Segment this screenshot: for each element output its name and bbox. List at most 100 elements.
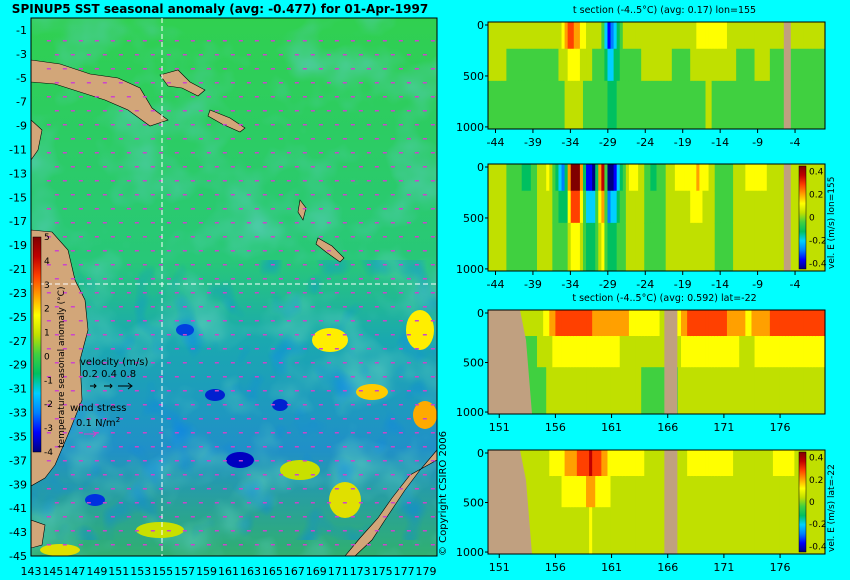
- x-tick-label: 176: [770, 561, 791, 574]
- section-cell: [815, 190, 820, 224]
- wind-arrow: [414, 180, 419, 182]
- section-cell: [714, 367, 719, 415]
- section-cell: [521, 450, 526, 477]
- wind-arrow: [150, 390, 155, 392]
- section-cell: [754, 336, 758, 368]
- wind-arrow: [422, 446, 427, 448]
- lon-tick-label: 147: [64, 565, 85, 578]
- section-cell: [693, 22, 697, 50]
- section-cell: [619, 48, 624, 82]
- wind-arrow: [134, 194, 139, 196]
- wind-arrow: [166, 530, 171, 532]
- wind-arrow: [86, 306, 91, 308]
- wind-arrow: [94, 376, 99, 378]
- land-mask: [783, 22, 791, 129]
- section-cell: [631, 450, 636, 477]
- section-cell: [745, 507, 749, 555]
- lat-tick-label: -1: [16, 24, 27, 37]
- wind-arrow: [142, 544, 147, 546]
- section-cell: [604, 507, 608, 555]
- section-cell: [555, 48, 559, 82]
- wind-arrow: [174, 404, 179, 406]
- section-cell: [769, 336, 774, 368]
- wind-arrow: [214, 222, 219, 224]
- section-cell: [760, 310, 765, 337]
- section-cell: [509, 190, 513, 224]
- section-cell: [754, 80, 758, 130]
- wind-arrow: [366, 264, 371, 266]
- wind-arrow: [62, 208, 67, 210]
- section-cell: [684, 22, 688, 50]
- section-cell: [699, 222, 703, 272]
- wind-arrow: [166, 110, 171, 112]
- section-cell: [668, 48, 673, 82]
- wind-arrow: [406, 446, 411, 448]
- wind-arrow: [326, 82, 331, 84]
- section-cell: [573, 80, 578, 130]
- wind-arrow: [374, 110, 379, 112]
- section-cell: [533, 22, 538, 50]
- colorbar-tick-label: 1: [44, 329, 50, 339]
- wind-arrow: [230, 502, 235, 504]
- wind-arrow: [118, 390, 123, 392]
- section-cell: [708, 450, 713, 477]
- wind-arrow: [54, 418, 59, 420]
- section-cell: [576, 22, 581, 50]
- wind-arrow: [70, 390, 75, 392]
- section-cell: [549, 222, 553, 272]
- section-cell: [638, 164, 642, 192]
- wind-arrow: [230, 474, 235, 476]
- wind-arrow: [86, 138, 91, 140]
- section-cell: [760, 222, 765, 272]
- section-cell: [552, 48, 556, 82]
- section-cell: [595, 507, 599, 555]
- section-cell: [533, 336, 538, 368]
- wind-arrow: [70, 250, 75, 252]
- section-cell: [720, 22, 725, 50]
- section-cell: [500, 48, 504, 82]
- wind-arrow: [302, 124, 307, 126]
- section-cell: [601, 367, 605, 415]
- wind-arrow: [198, 166, 203, 168]
- section-cell: [619, 80, 624, 130]
- section-cell: [815, 336, 820, 368]
- wind-arrow: [358, 502, 363, 504]
- wind-arrow: [102, 222, 107, 224]
- wind-arrow: [78, 68, 83, 70]
- x-tick-label: 171: [713, 561, 734, 574]
- wind-arrow: [110, 208, 115, 210]
- section-cell: [714, 80, 719, 130]
- section-cell: [537, 336, 541, 368]
- section-cell: [616, 507, 621, 555]
- section-cell: [546, 336, 550, 368]
- wind-arrow: [238, 516, 243, 518]
- section-cell: [794, 22, 798, 50]
- section-cell: [785, 310, 789, 337]
- section-cell: [582, 310, 587, 337]
- section-cell: [576, 336, 581, 368]
- wind-arrow: [174, 376, 179, 378]
- section-cell: [521, 22, 526, 50]
- wind-arrow: [430, 404, 435, 406]
- x-tick-label: -34: [561, 278, 579, 291]
- section-cell: [662, 310, 667, 337]
- wind-arrow: [326, 334, 331, 336]
- section-cell: [674, 222, 679, 272]
- section-cell: [540, 164, 544, 192]
- wind-arrow: [310, 278, 315, 280]
- section-cell: [754, 190, 758, 224]
- section-cell: [739, 476, 743, 508]
- lat-tick-label: -11: [9, 144, 27, 157]
- wind-arrow: [222, 544, 227, 546]
- wind-arrow: [230, 222, 235, 224]
- wind-arrow: [254, 292, 259, 294]
- section-cell: [589, 336, 593, 368]
- wind-arrow: [46, 348, 51, 350]
- section-cell: [659, 336, 664, 368]
- section-cell: [644, 80, 648, 130]
- section-cell: [818, 336, 823, 368]
- wind-arrow: [62, 320, 67, 322]
- section-cell: [720, 367, 725, 415]
- section-cell: [775, 367, 780, 415]
- wind-arrow: [134, 110, 139, 112]
